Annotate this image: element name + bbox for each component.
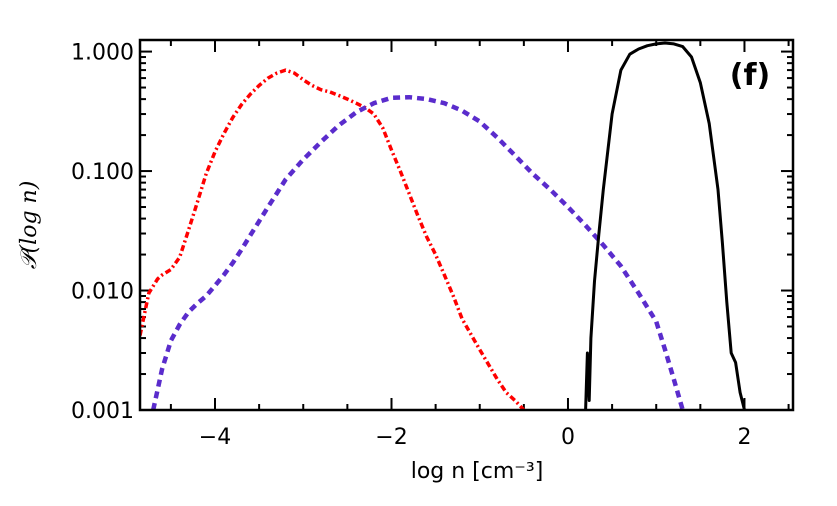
plot-frame [138,38,795,412]
y-tick-label: 0.001 [71,399,134,424]
panel-label: (f) [730,58,770,93]
x-tick-label: −4 [199,425,231,450]
y-tick-label: 0.100 [71,160,134,185]
series-line-dashed [151,94,685,410]
x-axis-label: log n [cm⁻³] [411,459,544,484]
x-tick-label: 2 [737,425,751,450]
tick-labels: −4 −2 0 2 0.001 0.010 0.100 1.000 [71,41,751,450]
y-axis-label: 𝒫(log n) [17,181,42,270]
x-tick-label: −2 [375,425,407,450]
x-tick-label: 0 [561,425,575,450]
axis-ticks [140,40,793,411]
series-line-solid [584,41,746,410]
series-layer [140,41,746,410]
y-tick-label: 0.010 [71,280,134,305]
y-tick-label: 1.000 [71,41,134,66]
series-line-dash-dot [140,68,526,410]
